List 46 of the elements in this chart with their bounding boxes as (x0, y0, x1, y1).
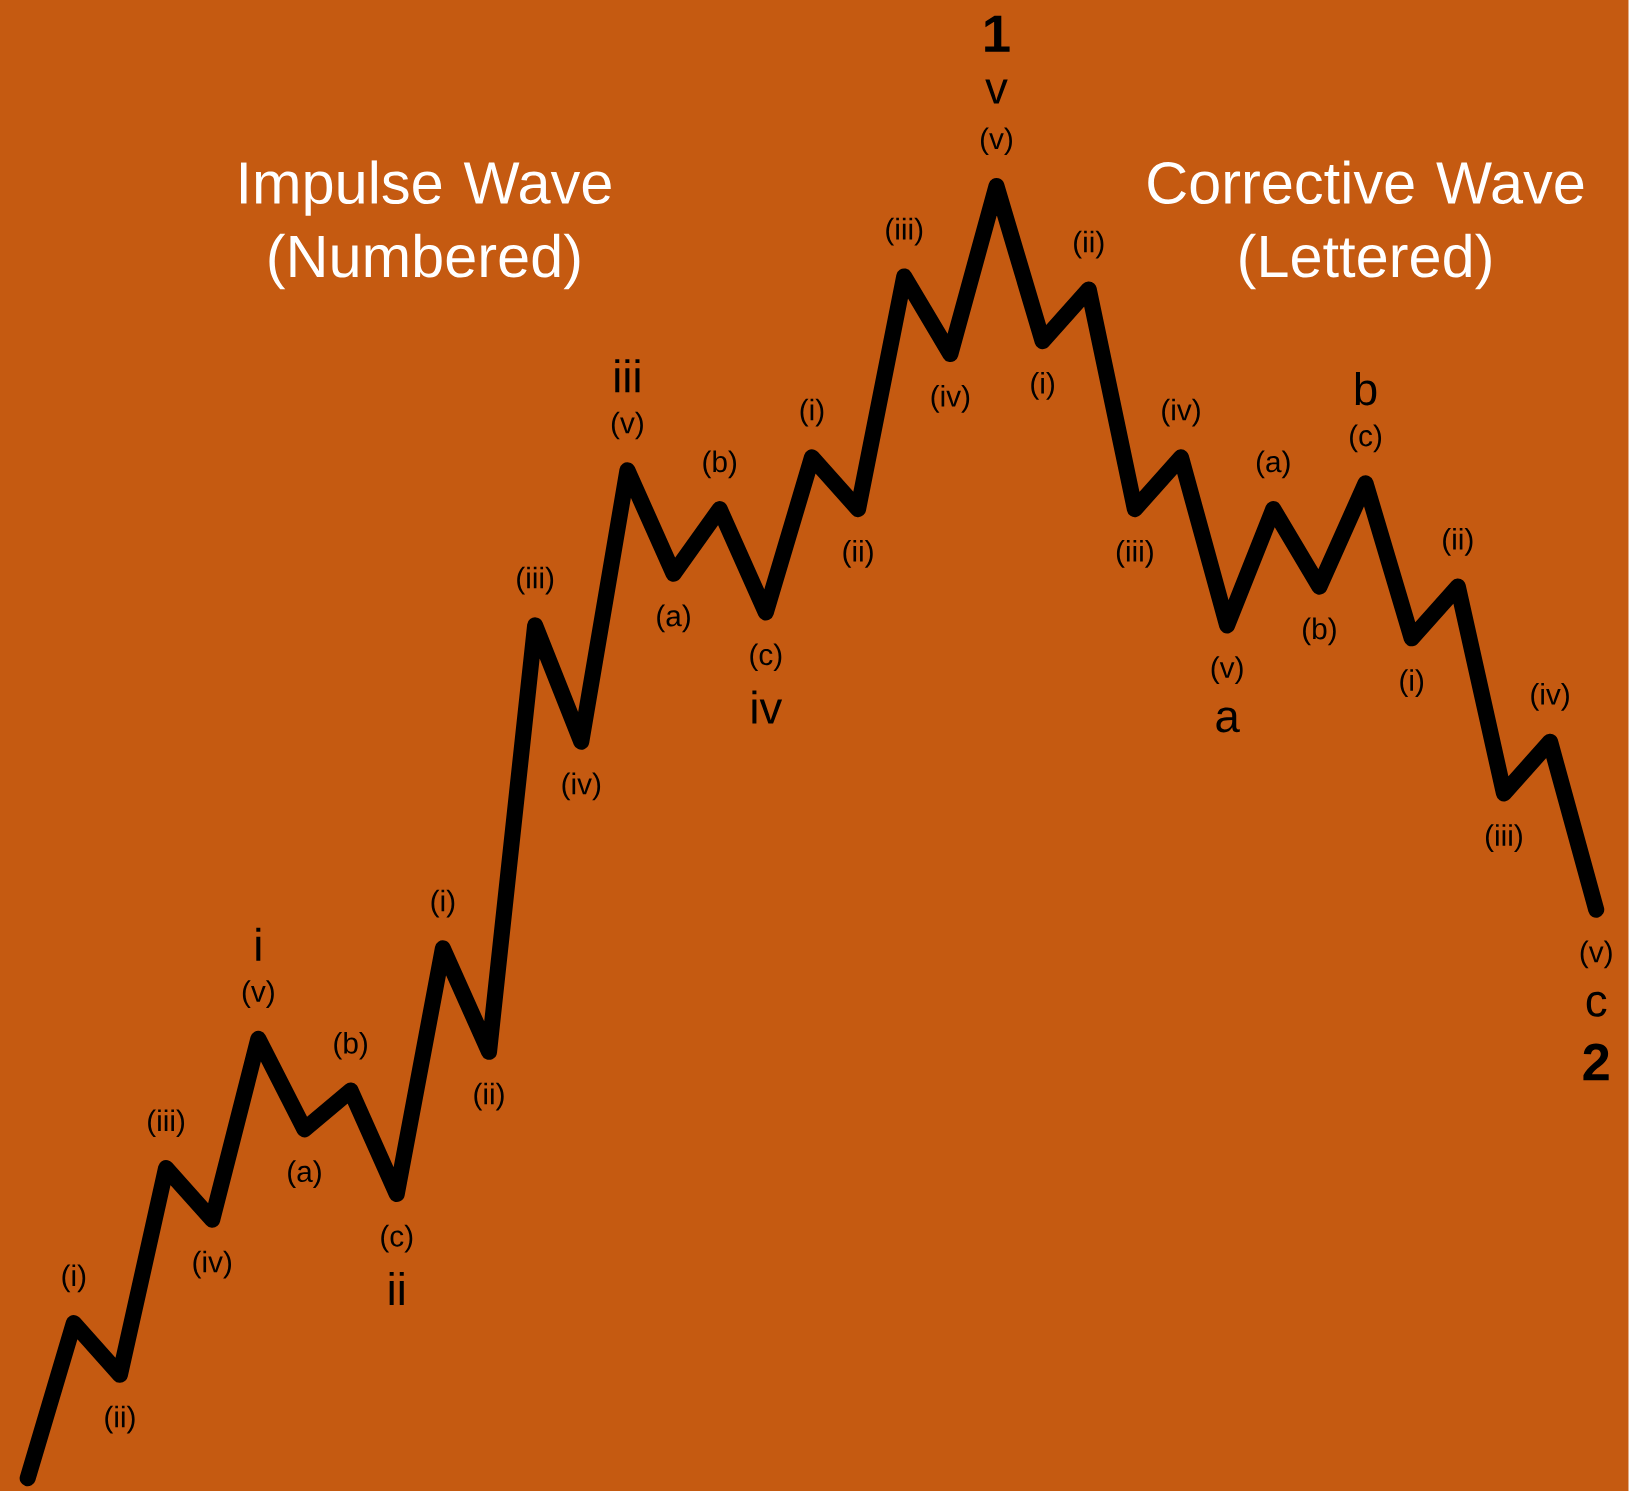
annotation: (i) (800, 398, 824, 427)
annotation: (v) (981, 127, 1012, 156)
annotation: b (1355, 371, 1377, 406)
annotation: (b) (334, 1031, 367, 1060)
annotation: (iv) (1162, 398, 1200, 427)
annotation: (c) (1350, 424, 1382, 453)
annotation: Corrective Wave (Lettered) (1148, 160, 1584, 290)
annotation: (ii) (1074, 230, 1104, 259)
annotation: (iii) (148, 1109, 185, 1138)
annotation: c (1586, 991, 1607, 1017)
annotation: (ii) (474, 1082, 504, 1111)
annotation: (iii) (886, 217, 923, 246)
annotation: (iii) (517, 566, 554, 595)
annotation: (v) (1211, 656, 1243, 684)
annotation: (iv) (193, 1250, 232, 1279)
annotation: (i) (431, 889, 455, 918)
annotation: (a) (1256, 450, 1290, 479)
annotation: (iv) (931, 384, 970, 413)
annotation: (v) (611, 411, 643, 440)
annotation: (v) (242, 980, 274, 1008)
annotation: (iv) (1531, 682, 1569, 711)
annotation: (i) (1031, 371, 1054, 400)
annotation: (ii) (105, 1405, 135, 1434)
annotation: (iii) (1116, 539, 1153, 568)
annotation: (b) (703, 450, 737, 479)
annotation: Impulse Wave (Numbered) (240, 160, 611, 290)
annotation: (iv) (562, 772, 601, 801)
annotation: iii (615, 359, 640, 393)
annotation: iv (752, 690, 783, 724)
annotation: i (256, 927, 261, 961)
annotation: (ii) (1443, 527, 1473, 556)
annotation: (v) (1580, 940, 1612, 969)
annotation: (c) (381, 1224, 413, 1253)
annotation: (a) (657, 604, 690, 633)
annotation: ii (389, 1271, 404, 1305)
annotation: (c) (750, 643, 782, 672)
annotation: (i) (1400, 669, 1424, 697)
annotation: (i) (62, 1264, 86, 1293)
annotation: v (985, 79, 1008, 104)
annotation: (a) (288, 1160, 321, 1188)
annotation: (iii) (1486, 824, 1522, 852)
annotation: a (1216, 707, 1240, 733)
annotation: (b) (1303, 617, 1336, 646)
annotation: 1 (985, 15, 1010, 52)
annotation: (ii) (843, 539, 873, 568)
annotation: 2 (1583, 1043, 1609, 1081)
